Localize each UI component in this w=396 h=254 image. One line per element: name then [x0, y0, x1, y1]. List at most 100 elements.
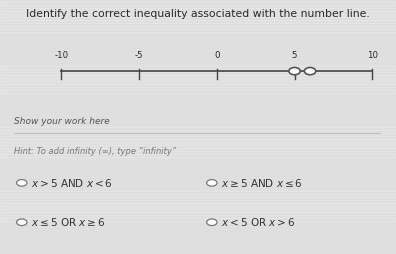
- Bar: [0, 94, 396, 96]
- Bar: [0, 64, 396, 65]
- Circle shape: [305, 68, 316, 75]
- Bar: [0, 146, 396, 147]
- Bar: [0, 246, 396, 248]
- Bar: [0, 170, 396, 172]
- Bar: [0, 182, 396, 184]
- Bar: [0, 70, 396, 71]
- Bar: [0, 33, 396, 35]
- Bar: [0, 88, 396, 89]
- Bar: [0, 39, 396, 41]
- Bar: [0, 79, 396, 80]
- Bar: [0, 188, 396, 190]
- Bar: [0, 201, 396, 202]
- Bar: [0, 179, 396, 181]
- Bar: [0, 91, 396, 92]
- Circle shape: [207, 219, 217, 226]
- Text: $x < 5$ OR $x > 6$: $x < 5$ OR $x > 6$: [221, 216, 295, 228]
- Bar: [0, 112, 396, 114]
- Bar: [0, 21, 396, 22]
- Bar: [0, 213, 396, 214]
- Bar: [0, 143, 396, 144]
- Text: $x \leq 5$ OR $x \geq 6$: $x \leq 5$ OR $x \geq 6$: [31, 216, 105, 228]
- Bar: [0, 152, 396, 153]
- Bar: [0, 149, 396, 150]
- Circle shape: [289, 68, 300, 75]
- Bar: [0, 73, 396, 74]
- Bar: [0, 85, 396, 86]
- Bar: [0, 12, 396, 13]
- Bar: [0, 109, 396, 111]
- Bar: [0, 106, 396, 108]
- Text: 5: 5: [292, 51, 297, 60]
- Bar: [0, 219, 396, 220]
- Text: -5: -5: [135, 51, 143, 60]
- Bar: [0, 54, 396, 56]
- Text: Hint: To add infinity (∞), type “infinity”: Hint: To add infinity (∞), type “infinit…: [14, 147, 176, 156]
- Bar: [0, 48, 396, 50]
- Bar: [0, 176, 396, 178]
- Bar: [0, 118, 396, 120]
- Bar: [0, 240, 396, 242]
- Text: -10: -10: [54, 51, 69, 60]
- Bar: [0, 15, 396, 16]
- Bar: [0, 155, 396, 156]
- Bar: [0, 198, 396, 199]
- Bar: [0, 237, 396, 239]
- Bar: [0, 164, 396, 166]
- Bar: [0, 115, 396, 117]
- Bar: [0, 9, 396, 10]
- Bar: [0, 173, 396, 175]
- Bar: [0, 231, 396, 233]
- Bar: [0, 161, 396, 163]
- Bar: [0, 82, 396, 83]
- Bar: [0, 137, 396, 138]
- Bar: [0, 192, 396, 193]
- Bar: [0, 128, 396, 129]
- Bar: [0, 76, 396, 77]
- Bar: [0, 185, 396, 187]
- Bar: [0, 131, 396, 132]
- Bar: [0, 124, 396, 126]
- Bar: [0, 18, 396, 19]
- Bar: [0, 97, 396, 99]
- Bar: [0, 51, 396, 53]
- Bar: [0, 195, 396, 196]
- Text: Show your work here: Show your work here: [14, 117, 110, 126]
- Bar: [0, 225, 396, 227]
- Bar: [0, 216, 396, 217]
- Bar: [0, 45, 396, 47]
- Bar: [0, 243, 396, 245]
- Bar: [0, 3, 396, 4]
- Bar: [0, 158, 396, 160]
- Bar: [0, 228, 396, 230]
- Text: $x \geq 5$ AND $x \leq 6$: $x \geq 5$ AND $x \leq 6$: [221, 177, 303, 189]
- Bar: [0, 252, 396, 254]
- Text: $x > 5$ AND $x < 6$: $x > 5$ AND $x < 6$: [31, 177, 113, 189]
- Bar: [0, 103, 396, 105]
- Bar: [0, 204, 396, 205]
- Bar: [0, 67, 396, 68]
- Bar: [0, 134, 396, 135]
- Bar: [0, 210, 396, 211]
- Circle shape: [17, 180, 27, 186]
- Bar: [0, 100, 396, 102]
- Text: Identify the correct inequality associated with the number line.: Identify the correct inequality associat…: [26, 9, 370, 19]
- Bar: [0, 140, 396, 141]
- Bar: [0, 234, 396, 236]
- Bar: [0, 167, 396, 169]
- Bar: [0, 249, 396, 251]
- Bar: [0, 42, 396, 44]
- Bar: [0, 57, 396, 59]
- Bar: [0, 36, 396, 38]
- Circle shape: [207, 180, 217, 186]
- Bar: [0, 60, 396, 62]
- Circle shape: [17, 219, 27, 226]
- Bar: [0, 30, 396, 31]
- Bar: [0, 0, 396, 1]
- Bar: [0, 24, 396, 25]
- Bar: [0, 222, 396, 224]
- Bar: [0, 27, 396, 28]
- Bar: [0, 207, 396, 208]
- Text: 0: 0: [214, 51, 219, 60]
- Text: 10: 10: [367, 51, 378, 60]
